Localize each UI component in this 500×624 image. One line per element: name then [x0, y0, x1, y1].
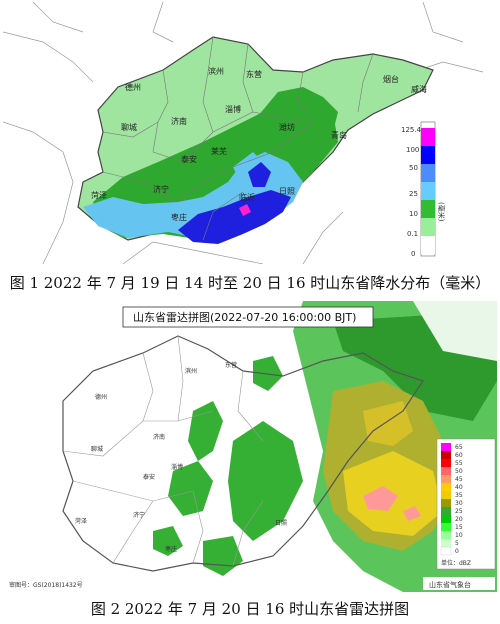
- svg-text:65: 65: [455, 444, 463, 451]
- radar-city-zibo: 淄博: [171, 463, 183, 471]
- map-approval-number: 审图号：GS(2018)1432号: [9, 581, 83, 589]
- city-jining: 济宁: [153, 184, 169, 194]
- city-borders: [102, 36, 374, 241]
- city-labels: 德州 滨州 东营 烟台 威海 聊城 济南 淄博 潍坊 青岛 泰安 莱芜 济宁 临…: [91, 66, 427, 222]
- city-heze: 菏泽: [91, 190, 107, 200]
- city-zaozhuang: 枣庄: [171, 212, 187, 222]
- radar-legend: 65 60 55 50 45 40 35 30 25 20 15 10 5 0 …: [436, 438, 496, 570]
- shandong-outline: [62, 335, 424, 572]
- svg-text:40: 40: [455, 484, 463, 491]
- svg-text:30: 30: [455, 500, 463, 507]
- radar-city-jining: 济宁: [133, 511, 145, 519]
- precipitation-map-canvas: 德州 滨州 东营 烟台 威海 聊城 济南 淄博 潍坊 青岛 泰安 莱芜 济宁 临…: [3, 2, 497, 264]
- city-zibo: 淄博: [225, 104, 241, 114]
- radar-city-binzhou: 滨州: [185, 367, 197, 375]
- legend-swatch-25: [421, 182, 435, 200]
- radar-city-zaozhuang: 枣庄: [165, 545, 177, 553]
- legend-level-10: 10: [409, 210, 418, 218]
- radar-title: 山东省雷达拼图(2022-07-20 16:00:00 BJT): [133, 310, 356, 324]
- radar-city-heze: 菏泽: [75, 517, 87, 525]
- legend-level-25: 25: [409, 190, 418, 198]
- svg-text:15: 15: [455, 524, 463, 531]
- legend-level-01: 0.1: [407, 230, 418, 238]
- legend-swatch-01: [421, 218, 435, 236]
- legend-unit: (毫米): [437, 202, 446, 222]
- svg-text:60: 60: [455, 452, 463, 459]
- svg-text:55: 55: [455, 460, 463, 467]
- figure1-caption: 图 1 2022 年 7 月 19 日 14 时至 20 日 16 时山东省降水…: [9, 274, 491, 292]
- svg-text:10: 10: [455, 532, 463, 539]
- radar-map-canvas: 山东省雷达拼图(2022-07-20 16:00:00 BJT) 滨州 东营 德…: [3, 301, 497, 592]
- city-weifang: 潍坊: [279, 122, 295, 132]
- radar-title-box: [122, 306, 374, 328]
- city-laiwu: 莱芜: [211, 146, 227, 156]
- legend-swatch-100: [421, 146, 435, 164]
- legend-swatch-10: [421, 200, 435, 218]
- legend-swatch-0: [421, 236, 435, 254]
- legend-level-100: 100: [406, 146, 419, 154]
- city-linyi: 临沂: [239, 192, 255, 202]
- radar-city-liaocheng: 聊城: [91, 445, 103, 453]
- svg-text:20: 20: [455, 516, 463, 523]
- city-rizhao: 日照: [279, 187, 295, 196]
- radar-source: 山东省气象台: [429, 580, 471, 589]
- precipitation-map: 德州 滨州 东营 烟台 威海 聊城 济南 淄博 潍坊 青岛 泰安 莱芜 济宁 临…: [3, 2, 497, 264]
- svg-text:50: 50: [455, 468, 463, 475]
- radar-echo-strong: [363, 486, 398, 511]
- radar-city-taian: 泰安: [143, 473, 155, 481]
- radar-city-labels: 滨州 东营 德州 济南 聊城 泰安 淄博 济宁 菏泽 枣庄 日照: [75, 361, 287, 553]
- extreme-rain-area: [239, 204, 251, 216]
- svg-text:25: 25: [455, 508, 463, 515]
- city-taian: 泰安: [181, 154, 197, 164]
- city-liaocheng: 聊城: [121, 123, 137, 132]
- radar-city-jinan: 济南: [153, 433, 165, 441]
- city-binzhou: 滨州: [208, 66, 224, 76]
- precipitation-legend: 125.4 100 50 25 10 0.1 0 (毫米): [401, 121, 446, 258]
- legend-swatch-50: [421, 164, 435, 182]
- svg-text:5: 5: [455, 540, 459, 547]
- city-weihai: 威海: [411, 84, 427, 94]
- svg-text:0: 0: [455, 548, 459, 555]
- legend-level-0: 0: [411, 250, 415, 258]
- city-dezhou: 德州: [125, 82, 141, 92]
- radar-legend-unit: 单位：dBZ: [441, 559, 471, 567]
- figure2-caption: 图 2 2022 年 7 月 20 日 16 时山东省雷达拼图: [90, 600, 410, 618]
- radar-echo-scattered: [153, 356, 303, 576]
- legend-swatch-125: [421, 128, 435, 146]
- svg-text:45: 45: [455, 476, 463, 483]
- radar-map: 山东省雷达拼图(2022-07-20 16:00:00 BJT) 滨州 东营 德…: [3, 301, 497, 592]
- city-qingdao: 青岛: [331, 130, 347, 140]
- radar-city-dezhou: 德州: [95, 393, 107, 401]
- city-dongying: 东营: [246, 69, 262, 79]
- radar-city-rizhao: 日照: [275, 520, 287, 527]
- city-jinan: 济南: [171, 116, 187, 126]
- city-yantai: 烟台: [383, 74, 399, 84]
- radar-city-dongying: 东营: [225, 361, 237, 369]
- svg-text:35: 35: [455, 492, 463, 499]
- legend-level-125: 125.4: [401, 126, 422, 134]
- city-borders-radar: [62, 335, 264, 567]
- legend-level-50: 50: [409, 164, 418, 172]
